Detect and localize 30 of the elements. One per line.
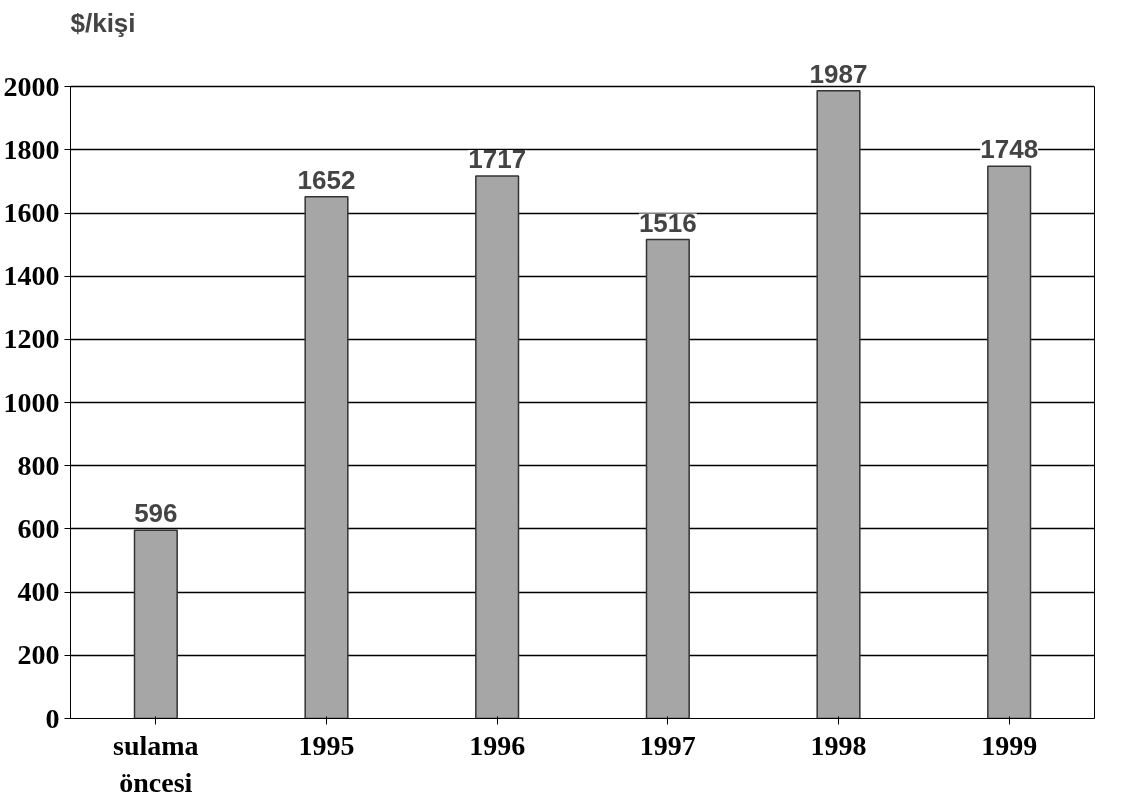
y-axis-title: $/kişi	[70, 7, 136, 38]
x-tick-label: sulama öncesi	[113, 729, 199, 798]
y-tick-label: 1200	[3, 323, 60, 355]
bar	[133, 529, 178, 719]
x-tick-label: 1997	[639, 729, 696, 761]
x-tick-label: 1998	[810, 729, 867, 761]
x-tick-label: 1995	[298, 729, 355, 761]
y-tick-label: 400	[17, 576, 60, 608]
y-tick-label: 0	[45, 702, 60, 734]
data-label: 1652	[297, 164, 356, 195]
data-label: 1717	[468, 144, 527, 175]
bar	[304, 195, 349, 719]
y-tick-label: 1400	[3, 260, 60, 292]
bar	[816, 90, 861, 719]
y-tick-label: 600	[17, 512, 60, 544]
data-label: 1748	[980, 134, 1039, 165]
bar	[987, 165, 1032, 719]
x-tick-label: 1999	[981, 729, 1038, 761]
y-tick-label: 800	[17, 449, 60, 481]
data-label: 1516	[638, 207, 697, 238]
bar	[645, 238, 690, 719]
y-tick-label: 1000	[3, 386, 60, 418]
data-label: 1987	[809, 58, 868, 89]
y-tick-label: 2000	[3, 70, 60, 102]
y-tick-label: 1800	[3, 133, 60, 165]
y-tick-label: 200	[17, 639, 60, 671]
x-tick-label: 1996	[469, 729, 526, 761]
data-label: 596	[134, 498, 178, 529]
y-tick-label: 1600	[3, 197, 60, 229]
bar	[475, 175, 520, 719]
